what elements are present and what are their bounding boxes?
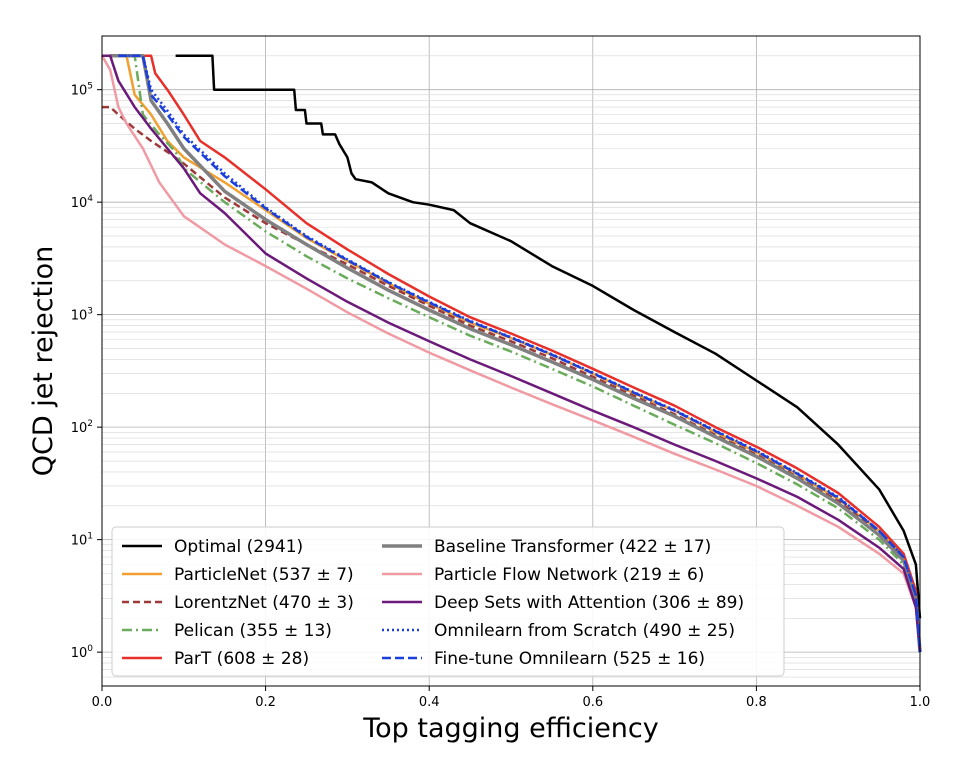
ticks: 0.0 0.2 0.4 0.6 0.8 1.0 100 101 102 103 104 105 bbox=[71, 82, 931, 710]
series-line-3 bbox=[110, 54, 922, 653]
y-tick-label: 101 bbox=[71, 532, 93, 549]
x-tick-label: 0.2 bbox=[255, 695, 276, 710]
legend-label-0: Optimal (2941) bbox=[174, 537, 303, 557]
series-line-0 bbox=[175, 54, 922, 619]
legend: Optimal (2941) ParticleNet (537 ± 7) Loren… bbox=[111, 526, 785, 677]
y-tick-label: 100 bbox=[71, 644, 94, 661]
x-tick-label: 1.0 bbox=[910, 695, 931, 710]
y-tick-label: 102 bbox=[71, 419, 93, 436]
legend-label-8: Omnilearn from Scratch (490 ± 25) bbox=[434, 621, 735, 641]
series-line-6 bbox=[100, 55, 922, 653]
legend-label-5: Baseline Transformer (422 ± 17) bbox=[434, 537, 711, 557]
series-line-9 bbox=[118, 54, 922, 653]
x-tick-label: 0.6 bbox=[582, 695, 603, 710]
legend-label-1: ParticleNet (537 ± 7) bbox=[174, 565, 354, 585]
legend-label-6: Particle Flow Network (219 ± 6) bbox=[434, 565, 704, 585]
series-layer bbox=[100, 54, 922, 653]
legend-label-9: Fine-tune Omnilearn (525 ± 16) bbox=[434, 649, 705, 669]
y-tick-label: 105 bbox=[71, 82, 93, 99]
legend-label-4: ParT (608 ± 28) bbox=[174, 649, 309, 669]
series-line-4 bbox=[126, 54, 922, 653]
x-tick-label: 0.4 bbox=[419, 695, 440, 710]
legend-label-7: Deep Sets with Attention (306 ± 89) bbox=[434, 593, 744, 613]
series-line-2 bbox=[102, 105, 922, 653]
plot-frame bbox=[101, 35, 921, 687]
x-tick-label: 0.8 bbox=[746, 695, 767, 710]
y-axis-title: QCD jet rejection bbox=[28, 246, 59, 477]
x-axis-title: Top tagging efficiency bbox=[362, 713, 659, 744]
series-line-5 bbox=[110, 54, 922, 653]
x-tick-label: 0.0 bbox=[92, 695, 113, 710]
legend-label-2: LorentzNet (470 ± 3) bbox=[174, 593, 354, 613]
legend-box bbox=[111, 526, 785, 677]
series-line-7 bbox=[102, 54, 922, 653]
y-tick-label: 104 bbox=[71, 194, 94, 211]
legend-label-3: Pelican (355 ± 13) bbox=[174, 621, 332, 641]
y-tick-label: 103 bbox=[71, 307, 93, 324]
